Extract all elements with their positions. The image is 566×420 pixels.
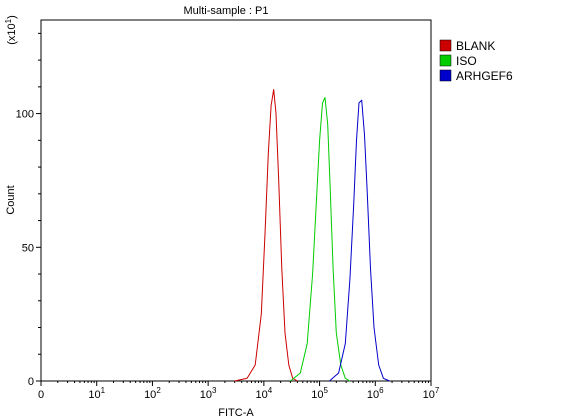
y-multiplier-prefix: (x10 [6,23,18,44]
x-tick-label: 0 [38,389,44,401]
legend-label: ARHGEF6 [456,69,513,83]
legend-swatch [439,54,452,67]
x-tick-label: 106 [367,386,384,401]
y-tick-label: 50 [22,242,34,254]
chart-title: Multi-sample : P1 [184,5,269,17]
legend-swatch [439,69,452,82]
x-axis-label: FITC-A [218,407,254,419]
legend-label: ISO [456,54,477,68]
svg-text:(x101): (x101) [4,15,18,45]
plot-area-frame [40,19,432,382]
y-tick-label: 100 [16,109,34,121]
y-multiplier-suffix: ) [6,15,18,19]
x-tick-label: 104 [256,386,273,401]
x-axis: 0 101 102 103 104 105 106 107 [38,381,440,401]
x-tick-label: 101 [88,386,105,401]
y-tick-label: 0 [28,376,34,388]
y-multiplier-label: (x101) [4,15,18,45]
y-axis: 0 50 100 [16,32,41,388]
x-tick-label: 107 [423,386,440,401]
legend-swatch [439,39,452,52]
y-axis-label: Count [5,185,17,214]
y-multiplier-exp: 1 [4,18,13,23]
x-tick-label: 105 [311,386,328,401]
series-line-arhgef6 [329,99,390,382]
series-line-blank [234,89,298,382]
legend-label: BLANK [456,39,495,53]
series-line-iso [290,97,351,382]
x-tick-label: 103 [200,386,217,401]
x-tick-label: 102 [144,386,161,401]
series-group [234,89,390,382]
